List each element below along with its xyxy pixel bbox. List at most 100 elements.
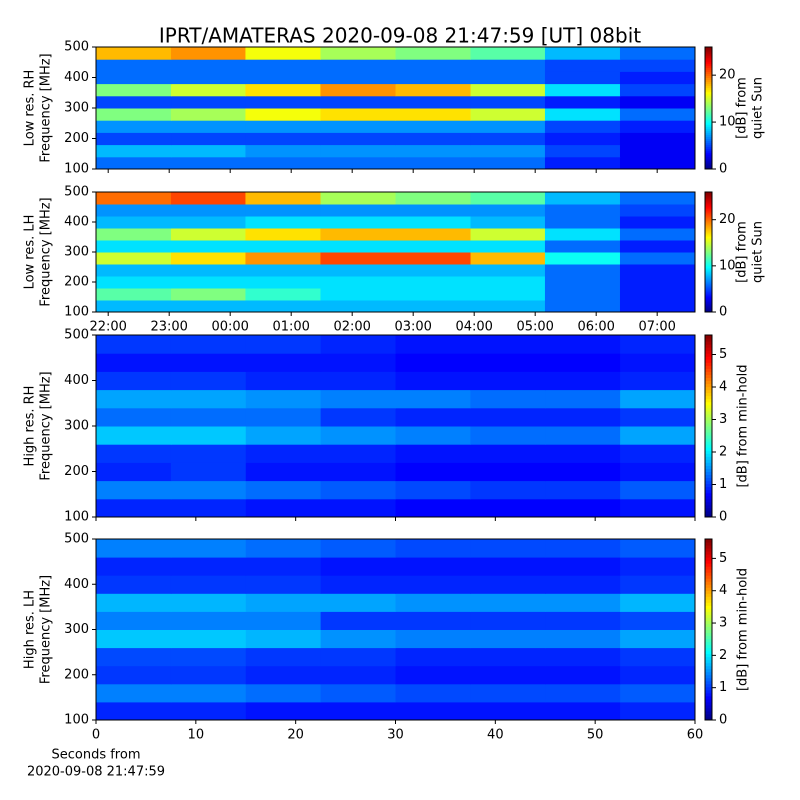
colorbar-segment — [705, 148, 712, 152]
x-axis-label: 2020-09-08 21:47:59 — [27, 765, 165, 780]
colorbar-segment — [705, 686, 712, 691]
chart-title: IPRT/AMATERAS 2020-09-08 21:47:59 [UT] 0… — [159, 24, 641, 48]
heatmap-cell — [170, 701, 247, 721]
heatmap-cell — [470, 192, 546, 205]
heatmap-cell — [470, 83, 546, 97]
colorbar-segment — [705, 158, 712, 162]
heatmap-cell — [320, 683, 396, 703]
y-tick-label: 400 — [64, 215, 89, 230]
colorbar-segment — [705, 79, 712, 83]
heatmap-cell — [395, 407, 471, 427]
heatmap-cell — [320, 108, 396, 121]
colorbar-segment — [705, 584, 712, 588]
heatmap-cell — [544, 276, 621, 289]
colorbar-segment — [705, 611, 712, 615]
colorbar-segment — [705, 91, 712, 95]
heatmap-cell — [545, 371, 621, 391]
heatmap-cell — [470, 593, 546, 612]
colorbar-segment — [705, 444, 712, 448]
colorbar-segment — [705, 450, 712, 454]
x-tick-label: 50 — [587, 728, 604, 743]
heatmap-cell — [170, 426, 247, 445]
heatmap-cell — [545, 426, 621, 445]
colorbar-tick-label: 20 — [719, 212, 736, 227]
colorbar-segment — [705, 353, 712, 357]
colorbar-segment — [705, 422, 712, 427]
colorbar-segment — [705, 264, 712, 267]
colorbar-segment — [705, 226, 712, 229]
colorbar-segment — [705, 701, 712, 706]
heatmap-cell — [170, 480, 247, 500]
heatmap-cell — [170, 629, 247, 649]
y-axis-label: Low res. LH — [23, 215, 38, 290]
colorbar-segment — [705, 545, 712, 549]
heatmap-cell — [171, 216, 246, 229]
heatmap-cell — [545, 575, 621, 594]
colorbar-segment — [705, 73, 712, 76]
colorbar-segment — [705, 134, 712, 137]
heatmap-cell — [320, 240, 396, 253]
heatmap-cell — [96, 95, 172, 109]
heatmap-cell — [171, 264, 246, 277]
heatmap-cell — [96, 593, 172, 612]
colorbar-segment — [705, 569, 712, 573]
colorbar-segment — [705, 692, 712, 697]
heatmap-cell — [171, 59, 246, 72]
heatmap-cell — [170, 389, 247, 409]
colorbar-segment — [705, 671, 712, 676]
colorbar-segment — [705, 212, 712, 215]
heatmap-cell — [544, 132, 621, 146]
heatmap-cell — [619, 192, 696, 205]
colorbar-segment — [705, 53, 712, 56]
heatmap-cell — [96, 539, 172, 558]
heatmap-cell — [170, 611, 247, 630]
heatmap-cell — [320, 462, 396, 482]
colorbar-segment — [705, 413, 712, 418]
colorbar-segment — [705, 118, 712, 121]
colorbar-segment — [705, 492, 712, 497]
y-axis-label: Frequency [MHz] — [39, 197, 54, 306]
heatmap-cell — [395, 192, 472, 205]
colorbar-segment — [705, 501, 712, 506]
heatmap-cell — [96, 192, 172, 205]
colorbar-segment — [705, 97, 712, 101]
colorbar-segment — [705, 154, 712, 158]
colorbar-segment — [705, 252, 712, 255]
colorbar-segment — [705, 704, 712, 709]
heatmap-cell — [619, 276, 696, 289]
colorbar-segment — [705, 563, 712, 567]
colorbar-segment — [705, 386, 712, 391]
colorbar-segment — [705, 47, 712, 50]
heatmap-cell — [544, 71, 621, 85]
colorbar-segment — [705, 142, 712, 146]
heatmap-cell — [96, 444, 172, 463]
heatmap-cell — [171, 95, 246, 109]
colorbar-segment — [705, 341, 712, 345]
heatmap-cell — [470, 647, 546, 667]
colorbar-tick-label: 2 — [719, 445, 727, 460]
colorbar-segment — [705, 122, 712, 125]
heatmap-cell — [320, 480, 396, 500]
heatmap-cell — [245, 665, 322, 685]
colorbar-segment — [705, 587, 712, 591]
colorbar-segment — [705, 429, 712, 433]
heatmap-cell — [171, 108, 246, 121]
colorbar-segment — [705, 395, 712, 400]
colorbar-segment — [705, 101, 712, 105]
heatmap-cell — [320, 132, 396, 146]
heatmap-cell — [395, 480, 471, 500]
x-tick-label: 06:00 — [577, 320, 614, 335]
heatmap-cell — [545, 593, 621, 612]
x-tick-label: 05:00 — [516, 320, 553, 335]
heatmap-cell — [395, 498, 471, 518]
colorbar-segment — [705, 166, 712, 170]
heatmap-cell — [245, 407, 322, 427]
colorbar-segment — [705, 362, 712, 366]
colorbar-segment — [705, 306, 712, 309]
heatmap-cell — [170, 353, 247, 372]
heatmap-cell — [96, 156, 172, 170]
heatmap-cell — [395, 629, 471, 649]
colorbar-segment — [705, 572, 712, 576]
heatmap-cell — [320, 59, 396, 72]
colorbar-segment — [705, 489, 712, 494]
